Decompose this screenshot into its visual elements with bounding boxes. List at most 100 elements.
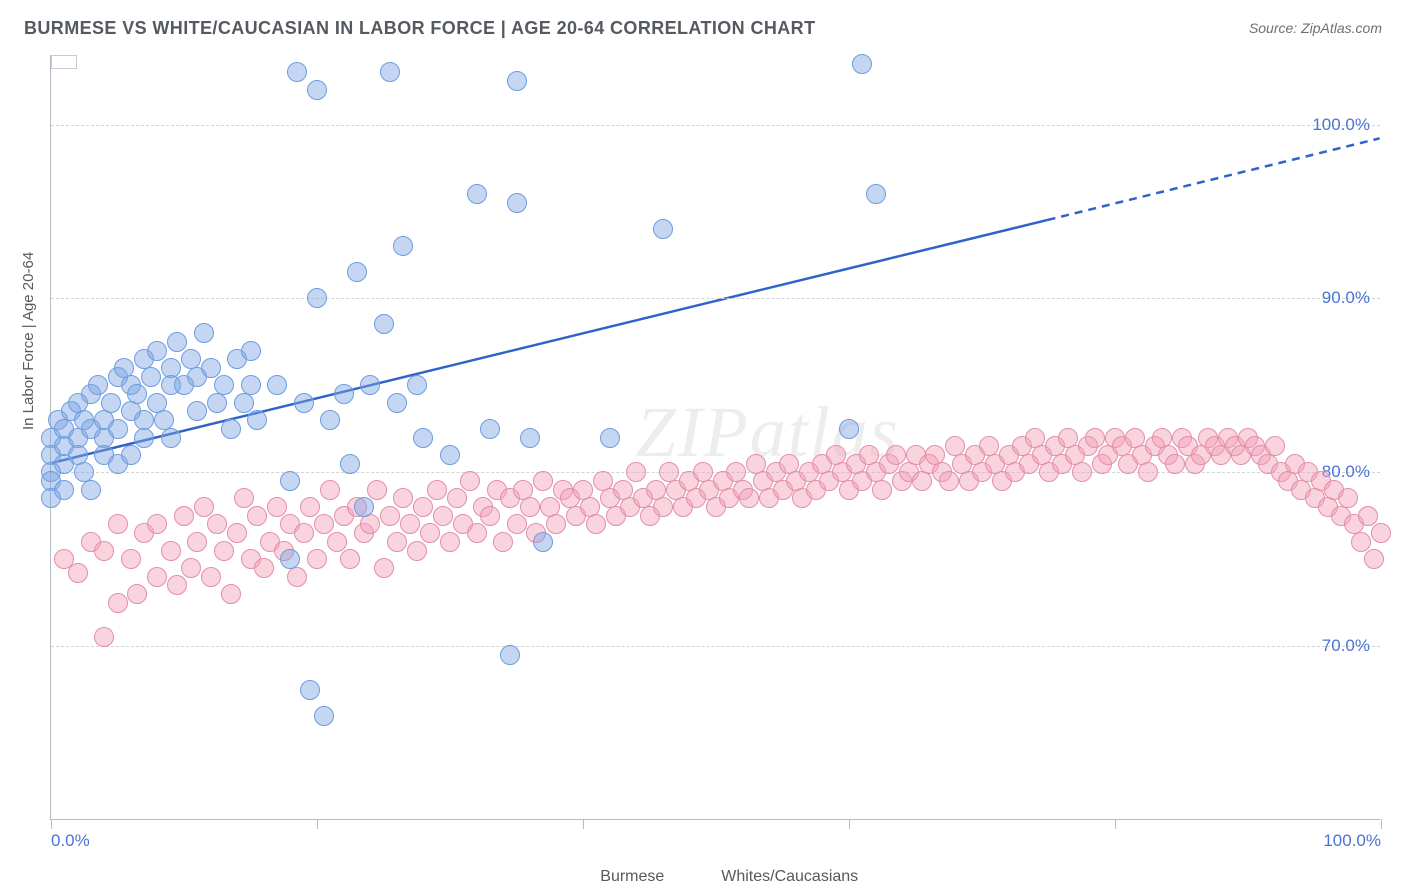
burmese-point	[600, 428, 620, 448]
whites-point	[1338, 488, 1358, 508]
whites-point	[886, 445, 906, 465]
whites-point	[533, 471, 553, 491]
burmese-point	[247, 410, 267, 430]
x-tick	[51, 819, 52, 829]
x-tick	[1115, 819, 1116, 829]
whites-point	[400, 514, 420, 534]
gridline	[51, 646, 1380, 647]
y-tick-label: 100.0%	[1312, 115, 1370, 135]
burmese-point	[334, 384, 354, 404]
whites-point	[1358, 506, 1378, 526]
burmese-point	[360, 375, 380, 395]
whites-point	[127, 584, 147, 604]
whites-point	[161, 541, 181, 561]
whites-point	[147, 514, 167, 534]
whites-point	[387, 532, 407, 552]
burmese-point	[354, 497, 374, 517]
gridline	[51, 298, 1380, 299]
burmese-point	[507, 71, 527, 91]
x-tick	[849, 819, 850, 829]
burmese-point	[287, 62, 307, 82]
burmese-point	[307, 80, 327, 100]
whites-point	[267, 497, 287, 517]
burmese-point	[374, 314, 394, 334]
burmese-point	[520, 428, 540, 448]
burmese-point	[387, 393, 407, 413]
whites-point	[393, 488, 413, 508]
whites-point	[187, 532, 207, 552]
whites-point	[234, 488, 254, 508]
bottom-legend: Burmese Whites/Caucasians	[0, 868, 1406, 886]
burmese-point	[393, 236, 413, 256]
whites-point	[872, 480, 892, 500]
burmese-point	[161, 428, 181, 448]
burmese-point	[280, 549, 300, 569]
whites-point	[1072, 462, 1092, 482]
whites-point	[314, 514, 334, 534]
whites-point	[440, 532, 460, 552]
burmese-point	[108, 419, 128, 439]
burmese-point	[214, 375, 234, 395]
whites-point	[586, 514, 606, 534]
chart-title: BURMESE VS WHITE/CAUCASIAN IN LABOR FORC…	[24, 18, 815, 39]
burmese-point	[134, 428, 154, 448]
burmese-point	[533, 532, 553, 552]
y-axis-label: In Labor Force | Age 20-64	[20, 252, 37, 430]
whites-legend-label: Whites/Caucasians	[721, 868, 858, 885]
burmese-point	[314, 706, 334, 726]
whites-point	[626, 462, 646, 482]
burmese-point	[500, 645, 520, 665]
whites-point	[420, 523, 440, 543]
burmese-point	[407, 375, 427, 395]
y-tick-label: 90.0%	[1322, 288, 1370, 308]
whites-point	[300, 497, 320, 517]
x-tick-label: 100.0%	[1323, 831, 1381, 851]
x-tick-label: 0.0%	[51, 831, 90, 851]
burmese-point	[54, 480, 74, 500]
burmese-point	[507, 193, 527, 213]
burmese-point	[653, 219, 673, 239]
plot-area: 70.0%80.0%90.0%100.0%0.0%100.0%	[51, 55, 1380, 819]
whites-point	[380, 506, 400, 526]
burmese-point	[234, 393, 254, 413]
burmese-point	[347, 262, 367, 282]
whites-point	[94, 627, 114, 647]
whites-point	[221, 584, 241, 604]
whites-point	[1351, 532, 1371, 552]
whites-point	[1265, 436, 1285, 456]
burmese-point	[187, 401, 207, 421]
whites-point	[307, 549, 327, 569]
whites-point	[413, 497, 433, 517]
whites-point	[94, 541, 114, 561]
whites-point	[1138, 462, 1158, 482]
burmese-point	[194, 323, 214, 343]
whites-point	[194, 497, 214, 517]
whites-point	[181, 558, 201, 578]
burmese-swatch	[568, 868, 590, 884]
whites-point	[207, 514, 227, 534]
whites-point	[1371, 523, 1391, 543]
whites-point	[1165, 454, 1185, 474]
whites-point	[340, 549, 360, 569]
whites-point	[433, 506, 453, 526]
whites-point	[201, 567, 221, 587]
burmese-point	[121, 445, 141, 465]
burmese-point	[866, 184, 886, 204]
whites-point	[493, 532, 513, 552]
whites-point	[653, 497, 673, 517]
whites-point	[912, 471, 932, 491]
whites-point	[174, 506, 194, 526]
x-tick	[317, 819, 318, 829]
whites-point	[227, 523, 247, 543]
burmese-point	[280, 471, 300, 491]
burmese-legend-label: Burmese	[600, 868, 664, 885]
whites-point	[121, 549, 141, 569]
y-tick-label: 70.0%	[1322, 636, 1370, 656]
burmese-point	[127, 384, 147, 404]
x-tick	[1381, 819, 1382, 829]
burmese-point	[241, 375, 261, 395]
whites-point	[108, 514, 128, 534]
burmese-point	[320, 410, 340, 430]
burmese-point	[267, 375, 287, 395]
trend-line	[1048, 138, 1380, 220]
